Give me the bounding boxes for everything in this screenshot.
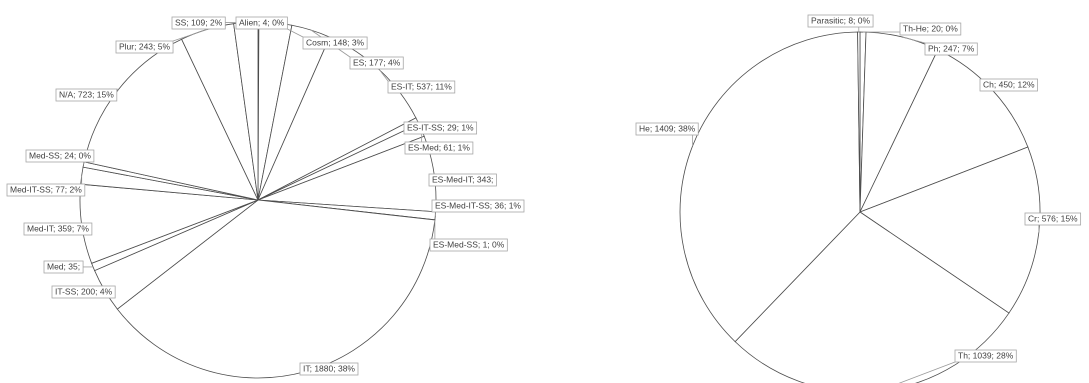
slice-label-box	[6, 183, 86, 197]
slice-label-box	[403, 121, 478, 135]
slice-label-box	[979, 78, 1038, 92]
slice-label-box	[55, 88, 118, 102]
slice-label-box	[428, 173, 497, 187]
slice-label-box	[235, 16, 288, 30]
slice-label-box	[1024, 212, 1082, 226]
slice-label: Th; 1039; 28%	[958, 350, 1014, 360]
slice-label: Cosm; 148; 3%	[306, 37, 365, 47]
leader-line	[898, 361, 956, 383]
slice-label-box	[25, 149, 95, 163]
slice-label-box	[899, 22, 962, 36]
slice-label-box	[807, 14, 874, 28]
slice-label-box	[171, 16, 226, 30]
pie-slice	[734, 211, 1010, 383]
slice-label: ES-Med; 61; 1%	[408, 142, 470, 152]
slice-label: IT-SS; 200; 4%	[55, 286, 113, 296]
slice-label: ES-Med-SS; 1; 0%	[433, 239, 505, 249]
slice-label: Med-SS; 24; 0%	[29, 150, 91, 160]
pie-chart-types: Th-He; 20; 0% Ph; 247; 7% Ch; 450; 12% Cr; …	[635, 14, 1082, 383]
slice-label-box	[635, 122, 699, 136]
slice-label: Alien; 4; 0%	[239, 17, 285, 27]
pie-slice	[679, 31, 861, 343]
slice-label-box	[299, 362, 359, 376]
leader-line	[172, 29, 208, 42]
slice-label: Med-IT-SS; 77; 2%	[10, 184, 82, 194]
slice-label-box	[23, 222, 93, 236]
slice-label-box	[302, 36, 368, 50]
slice-label: He; 1409; 38%	[639, 123, 696, 133]
slice-label-box	[387, 80, 456, 94]
slice-label-box	[429, 238, 508, 252]
slice-label: Ch; 450; 12%	[983, 79, 1035, 89]
pie-chart-genres: Alien; 4; 0% Cosm; 148; 3% ES; 177; 4% ES-I…	[6, 16, 525, 379]
slice-label: Cr; 576; 15%	[1028, 213, 1078, 223]
slice-label-box	[43, 260, 84, 274]
slice-label-box	[924, 42, 978, 56]
slice-label-box	[51, 285, 116, 299]
slice-label: Med; 35;	[47, 261, 80, 271]
slice-label: Plur; 243; 5%	[119, 41, 170, 51]
slice-label-box	[404, 141, 474, 155]
slice-label: ES-IT-SS; 29; 1%	[407, 122, 474, 132]
leader-line	[902, 36, 926, 44]
slice-label: ES; 177; 4%	[353, 57, 401, 67]
slice-label: ES-Med-IT; 343;	[432, 174, 493, 184]
slice-label: ES-IT; 537; 11%	[391, 81, 452, 91]
slice-label-box	[115, 40, 174, 54]
slice-label: Th-He; 20; 0%	[903, 23, 958, 33]
slice-label: Parasitic; 8; 0%	[811, 15, 870, 25]
slice-label: N/A; 723; 15%	[59, 89, 114, 99]
slice-label: IT; 1880; 38%	[303, 363, 355, 373]
slice-label-box	[954, 349, 1017, 363]
slice-label-box	[431, 199, 525, 213]
slice-label: ES-Med-IT-SS; 36; 1%	[435, 200, 521, 210]
slice-label: Ph; 247; 7%	[928, 43, 975, 53]
slice-label-box	[349, 56, 404, 70]
pie-slice	[857, 31, 861, 213]
slice-label: SS; 109; 2%	[175, 17, 223, 27]
slice-label: Med-IT; 359; 7%	[27, 223, 89, 233]
leader-line	[379, 69, 389, 82]
pie-slice	[859, 146, 1041, 314]
